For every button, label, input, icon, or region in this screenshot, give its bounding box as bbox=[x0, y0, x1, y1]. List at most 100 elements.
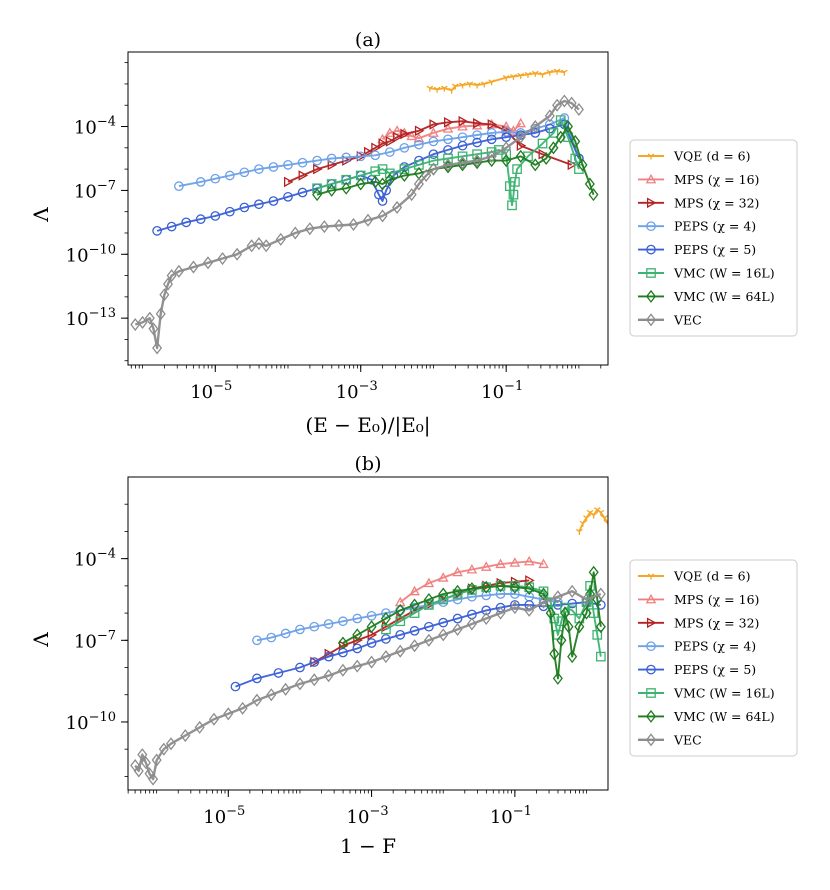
series-line bbox=[134, 590, 602, 781]
legend-marker bbox=[645, 593, 657, 604]
data-point bbox=[151, 753, 162, 767]
data-point bbox=[352, 659, 363, 673]
data-point bbox=[438, 617, 449, 628]
legend: VQE (d = 6) MPS (χ = 16) MPS (χ = 32) PEPS … bbox=[629, 139, 798, 337]
data-point bbox=[593, 507, 601, 514]
data-point bbox=[312, 183, 322, 194]
legend-label: MPS (χ = 32) bbox=[674, 195, 759, 210]
data-point bbox=[459, 82, 466, 89]
data-point bbox=[501, 149, 512, 160]
legend-label: VMC (W = 64L) bbox=[673, 709, 775, 724]
x-tick-label-1: 10−3 bbox=[336, 379, 378, 403]
legend-marker bbox=[645, 173, 657, 184]
data-point bbox=[210, 173, 221, 184]
legend-entry-5: VMC (W = 16L) bbox=[638, 266, 775, 281]
data-point bbox=[546, 69, 554, 76]
data-point-b bbox=[539, 71, 543, 75]
data-point bbox=[442, 123, 454, 133]
data-point bbox=[252, 635, 262, 646]
data-point bbox=[443, 116, 454, 128]
data-point bbox=[552, 98, 563, 112]
data-point bbox=[414, 125, 425, 137]
data-point bbox=[570, 134, 581, 148]
legend-label: PEPS (χ = 4) bbox=[674, 219, 756, 234]
data-point bbox=[566, 96, 577, 110]
data-point-c bbox=[619, 508, 622, 510]
data-point bbox=[443, 153, 453, 164]
series-2 bbox=[283, 115, 578, 188]
data-point bbox=[381, 634, 391, 644]
data-point bbox=[567, 650, 578, 664]
data-point bbox=[384, 168, 395, 179]
data-point bbox=[452, 613, 463, 624]
data-point bbox=[188, 260, 199, 274]
data-point bbox=[488, 79, 495, 86]
data-point bbox=[352, 643, 363, 654]
data-point bbox=[195, 214, 206, 224]
data-point bbox=[429, 119, 439, 130]
data-point-b bbox=[586, 509, 591, 513]
series-line bbox=[399, 560, 544, 603]
chart-title: (a) bbox=[355, 29, 381, 51]
data-point-b bbox=[488, 79, 492, 83]
legend-marker-c bbox=[650, 153, 655, 157]
data-point-c bbox=[586, 515, 590, 519]
data-point-b bbox=[546, 69, 551, 73]
data-point bbox=[555, 130, 566, 144]
data-point bbox=[426, 85, 434, 92]
y-tick-label-0-base: 10 bbox=[66, 713, 89, 734]
data-point bbox=[508, 125, 519, 135]
data-point bbox=[442, 158, 454, 172]
data-point bbox=[601, 515, 608, 522]
legend-entry-6: VMC (W = 64L) bbox=[638, 709, 775, 724]
data-point bbox=[395, 616, 406, 627]
data-point bbox=[399, 142, 410, 153]
data-point-b bbox=[510, 73, 514, 78]
data-point bbox=[370, 175, 381, 189]
y-tick-label-0: 10−10 bbox=[66, 710, 116, 734]
data-point bbox=[448, 87, 455, 94]
x-tick-label-0: 10−5 bbox=[190, 379, 232, 403]
data-point bbox=[575, 528, 583, 535]
data-point bbox=[433, 86, 441, 93]
data-point bbox=[472, 137, 482, 148]
legend-marker bbox=[645, 709, 657, 723]
legend-marker bbox=[645, 313, 657, 327]
data-point bbox=[380, 612, 391, 626]
legend-marker bbox=[646, 617, 657, 629]
data-point bbox=[507, 200, 517, 211]
series-0 bbox=[426, 68, 568, 94]
data-point bbox=[562, 119, 574, 134]
legend-entry-5: VMC (W = 16L) bbox=[638, 686, 775, 701]
data-point-c bbox=[556, 68, 561, 72]
data-point-b bbox=[441, 85, 445, 89]
x-tick-label-1-exp: −3 bbox=[359, 379, 378, 394]
legend-label: MPS (χ = 16) bbox=[674, 592, 759, 607]
data-point bbox=[495, 579, 506, 593]
data-point bbox=[473, 82, 481, 89]
data-point bbox=[428, 155, 439, 166]
data-point bbox=[251, 693, 262, 707]
data-point bbox=[486, 149, 497, 163]
series-6 bbox=[337, 565, 606, 685]
data-point bbox=[381, 608, 391, 618]
data-point-c bbox=[476, 82, 481, 86]
data-point bbox=[355, 151, 366, 162]
data-point bbox=[438, 628, 449, 642]
data-point bbox=[323, 669, 334, 683]
data-point bbox=[577, 158, 588, 172]
data-point bbox=[393, 131, 403, 143]
x-axis-label: (E − E₀)/|E₀| bbox=[305, 413, 430, 438]
data-point bbox=[223, 707, 234, 721]
data-point bbox=[530, 158, 541, 172]
data-point bbox=[538, 587, 549, 601]
data-point-b bbox=[616, 508, 619, 510]
data-point bbox=[552, 671, 563, 685]
plot-area bbox=[128, 52, 608, 365]
legend-label: VQE (d = 6) bbox=[673, 569, 751, 584]
data-point bbox=[409, 608, 420, 618]
data-point bbox=[544, 109, 555, 123]
data-point bbox=[581, 597, 592, 608]
data-point-c bbox=[612, 508, 615, 510]
